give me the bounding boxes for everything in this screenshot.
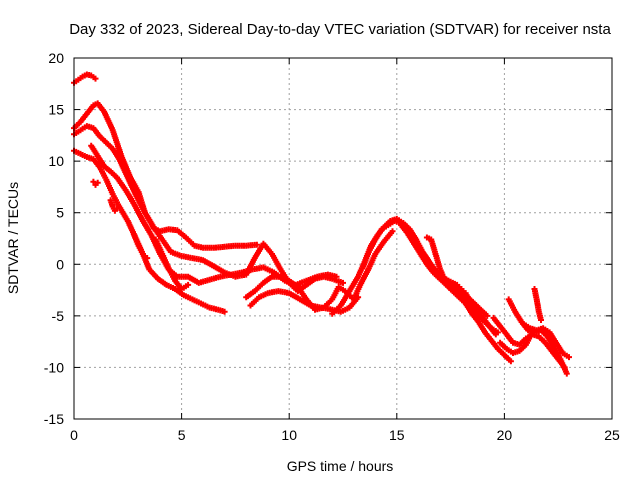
y-tick-label: -10 [44, 359, 64, 375]
series-track-15 [423, 234, 499, 338]
series-track-8 [131, 232, 151, 262]
data-point [507, 358, 514, 365]
data-point [92, 75, 99, 82]
data-point [340, 279, 346, 286]
data-point [566, 354, 572, 361]
data-point [492, 331, 499, 338]
series-track-16 [436, 273, 476, 309]
y-tick-label: 20 [48, 50, 64, 66]
y-tick-label: 15 [48, 102, 64, 118]
x-tick-label: 15 [389, 427, 405, 443]
y-tick-label: 10 [48, 153, 64, 169]
plot-frame [73, 57, 613, 420]
series-track-2 [71, 100, 260, 251]
series-track-21 [497, 329, 536, 356]
x-axis-label: GPS time / hours [287, 458, 394, 474]
grid [74, 58, 612, 419]
data-point [185, 281, 192, 288]
y-tick-label: 0 [56, 256, 64, 272]
series-track-13 [359, 218, 501, 336]
x-tick-label: 5 [178, 427, 186, 443]
series-track-14 [398, 222, 514, 365]
data-point [529, 329, 536, 336]
y-tick-label: 5 [56, 205, 64, 221]
chart-title: Day 332 of 2023, Sidereal Day-to-day VTE… [69, 21, 611, 38]
y-tick-label: -5 [52, 308, 65, 324]
series-track-1 [71, 71, 99, 86]
series-track-6 [90, 178, 101, 188]
y-axis-label: SDTVAR / TECUs [5, 182, 21, 294]
y-tick-label: -15 [44, 411, 64, 427]
x-tick-label: 20 [497, 427, 513, 443]
data-point [538, 317, 544, 323]
series-track-9 [152, 236, 192, 292]
data-point [333, 273, 340, 280]
data-point [221, 308, 228, 315]
x-tick-label: 0 [70, 427, 78, 443]
data-point [253, 241, 260, 248]
data-marks [71, 71, 572, 377]
data-point [389, 228, 396, 235]
x-tick-label: 25 [604, 427, 620, 443]
series-track-7 [107, 197, 120, 214]
series-track-20 [531, 286, 544, 323]
data-point [563, 370, 570, 377]
data-point [484, 312, 491, 319]
axis-ticks: 0 5 10 15 20 25 -15 -10 -5 0 5 10 15 20 [44, 50, 620, 443]
series-track-3 [71, 123, 346, 295]
data-point [94, 179, 101, 186]
data-point [144, 255, 151, 262]
data-point [469, 302, 476, 309]
x-tick-label: 10 [281, 427, 297, 443]
series-track-11 [243, 228, 396, 313]
data-point [114, 205, 120, 212]
